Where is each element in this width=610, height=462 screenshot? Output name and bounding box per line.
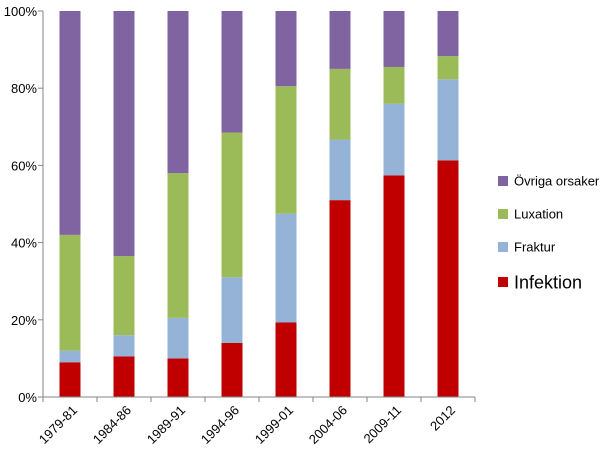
x-tick-label: 2012 [427, 403, 458, 434]
bar-segment-infektion-1984-86 [113, 356, 135, 397]
bar-segment-fraktur-2009-11 [383, 103, 405, 176]
bar-segment--vriga-orsaker-1979-81 [59, 11, 81, 235]
legend-swatch--vriga-orsaker [498, 176, 508, 186]
bar-segment-fraktur-1994-96 [221, 277, 243, 343]
bar-segment-luxation-1999-01 [275, 86, 297, 214]
x-tick-label: 1984-86 [90, 403, 134, 447]
bar-segment-fraktur-1984-86 [113, 335, 135, 357]
bar-segment-luxation-2009-11 [383, 66, 405, 104]
bar-segment--vriga-orsaker-1999-01 [275, 11, 297, 87]
y-tick-label: 80% [11, 81, 37, 96]
bar-segment-fraktur-1999-01 [275, 213, 297, 323]
y-tick-label: 0% [18, 390, 37, 405]
legend: Övriga orsaker Luxation Fraktur Infektion [498, 174, 600, 292]
bar-segment--vriga-orsaker-1984-86 [113, 11, 135, 257]
bar-segment-infektion-2004-06 [329, 200, 351, 397]
legend-swatch-fraktur [498, 242, 508, 252]
bar-segment-fraktur-2012 [437, 79, 459, 161]
bar-segment--vriga-orsaker-2012 [437, 11, 459, 57]
bar-segment-infektion-1989-91 [167, 358, 189, 397]
bar-segment-fraktur-2004-06 [329, 139, 351, 201]
y-axis-ticks: 0% 20% 40% 60% 80% 100% [4, 4, 43, 405]
y-tick-label: 60% [11, 158, 37, 173]
x-axis-ticks: 1979-81 1984-86 1989-91 1994-96 1999-01 2004-… [36, 397, 476, 447]
x-tick-label: 2004-06 [306, 403, 350, 447]
bar-segment-fraktur-1989-91 [167, 317, 189, 359]
x-tick-label: 1999-01 [252, 403, 296, 447]
axes [42, 11, 475, 398]
bar-segment-luxation-1989-91 [167, 173, 189, 318]
bar-segment-luxation-1994-96 [221, 132, 243, 278]
bar-segment-luxation-2012 [437, 56, 459, 80]
bar-segment--vriga-orsaker-2004-06 [329, 11, 351, 69]
x-tick-label: 1979-81 [36, 403, 80, 447]
legend-label: Luxation [514, 207, 563, 222]
bar-segment--vriga-orsaker-1989-91 [167, 11, 189, 174]
bar-segment-luxation-1979-81 [59, 234, 81, 351]
legend-label: Infektion [514, 272, 582, 292]
bar-segment-infektion-2009-11 [383, 175, 405, 397]
x-tick-label: 1994-96 [198, 403, 242, 447]
bar-segment-infektion-1979-81 [59, 362, 81, 397]
x-tick-label: 1989-91 [144, 403, 188, 447]
y-tick-label: 20% [11, 313, 37, 328]
x-tick-label: 2009-11 [360, 403, 404, 447]
bar-segment-infektion-1994-96 [221, 342, 243, 397]
legend-label: Fraktur [514, 240, 556, 255]
bar-segment-fraktur-1979-81 [59, 350, 81, 363]
y-tick-label: 100% [4, 4, 38, 19]
bar-segment-luxation-2004-06 [329, 68, 351, 140]
bar-segment--vriga-orsaker-1994-96 [221, 11, 243, 133]
bars [59, 11, 459, 397]
legend-label: Övriga orsaker [514, 174, 600, 189]
bar-segment-luxation-1984-86 [113, 256, 135, 336]
y-tick-label: 40% [11, 236, 37, 251]
bar-segment--vriga-orsaker-2009-11 [383, 11, 405, 67]
bar-segment-infektion-2012 [437, 160, 459, 397]
bar-segment-infektion-1999-01 [275, 322, 297, 397]
legend-swatch-luxation [498, 209, 508, 219]
legend-swatch-infektion [498, 277, 508, 287]
